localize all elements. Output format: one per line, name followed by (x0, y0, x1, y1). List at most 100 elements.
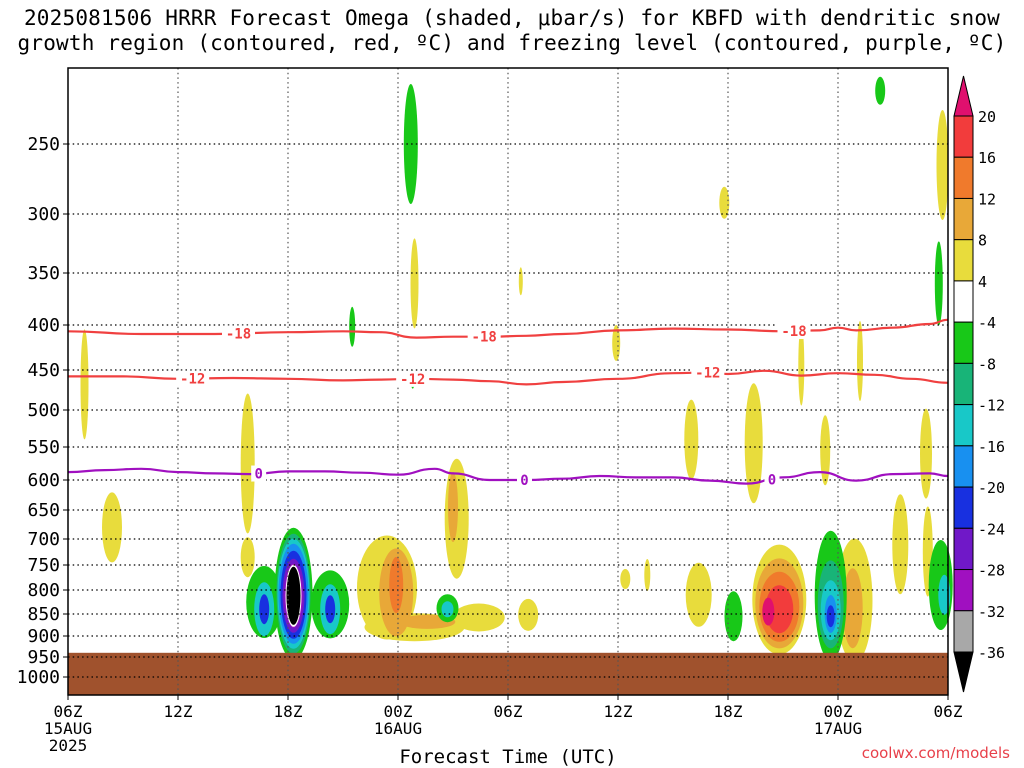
y-tick-label: 300 (27, 204, 60, 225)
colorbar-label: -4 (978, 314, 996, 332)
contour-label: -18 (226, 326, 251, 342)
y-tick-label: 900 (27, 626, 60, 647)
credit-text: coolwx.com/models (861, 744, 1010, 762)
omega-shade-region (240, 393, 255, 534)
colorbar-label: -8 (978, 355, 996, 373)
colorbar-swatch (953, 197, 974, 241)
y-tick-label: 700 (27, 529, 60, 550)
x-tick-label: 06Z (934, 702, 963, 721)
omega-shade-region (934, 241, 943, 326)
contour-line (68, 369, 949, 386)
y-tick-label: 550 (27, 437, 60, 458)
omega-shade-region (842, 568, 863, 649)
y-tick-label: 450 (27, 360, 60, 381)
x-tick-label: 18Z (274, 702, 303, 721)
colorbar: 20 16 12 8 4 -4 -8 -12 -16 -20 -24 -28 -32 -36 (953, 75, 1005, 693)
omega-shade-region (892, 494, 909, 595)
contour-label-background (222, 325, 255, 342)
y-tick-label: 800 (27, 580, 60, 601)
contour-lines: -18 -18 -18 -12 -12 -12 0 0 0 (67, 318, 949, 489)
x-tick-date-label: 17AUG (814, 719, 862, 738)
colorbar-swatch (953, 156, 974, 199)
y-tick-label: 400 (27, 315, 60, 336)
colorbar-swatch (953, 610, 974, 653)
colorbar-label: 12 (978, 190, 996, 208)
y-tick-label: 500 (27, 400, 60, 421)
y-tick-label: 850 (27, 604, 60, 625)
x-tick-label: 18Z (714, 702, 743, 721)
surface-fill (68, 652, 948, 695)
omega-shade-region (820, 415, 831, 486)
x-tick-label: 00Z (384, 702, 413, 721)
y-tick-label: 950 (27, 647, 60, 668)
omega-shade-region (286, 566, 301, 625)
omega-shade-region (684, 399, 699, 480)
colorbar-swatch (953, 280, 974, 323)
colorbar-label: -28 (978, 562, 1005, 580)
omega-shade-region (518, 267, 523, 296)
contour-label-background (396, 370, 430, 387)
contour-label: -12 (695, 365, 720, 381)
omega-shade-region (798, 325, 805, 406)
x-tick-year-label: 2025 (49, 736, 88, 755)
plot-area: -18 -18 -18 -12 -12 -12 0 0 0 (67, 67, 953, 696)
contour-line (67, 467, 949, 485)
omega-shade-region (441, 601, 454, 618)
chart-title: 2025081506 HRRR Forecast Omega (shaded, … (0, 6, 1024, 56)
omega-shade-region (452, 603, 505, 632)
colorbar-top-arrow (953, 75, 974, 117)
contour-label: 0 (520, 473, 528, 489)
omega-shade-region (857, 321, 863, 401)
y-tick-label: 600 (27, 470, 60, 491)
omega-shade-region (448, 472, 458, 542)
omega-shade-region (259, 594, 270, 625)
omega-shading (80, 76, 953, 663)
colorbar-bottom-arrow (953, 651, 974, 693)
omega-shade-region (744, 383, 763, 504)
x-tick-label: 06Z (494, 702, 523, 721)
x-tick-label: 00Z (824, 702, 853, 721)
colorbar-label: -16 (978, 438, 1005, 456)
colorbar-swatch (953, 569, 974, 612)
contour-label: -12 (400, 372, 425, 388)
omega-shade-region (240, 537, 255, 578)
colorbar-label: -20 (978, 479, 1005, 497)
omega-shade-region (80, 329, 89, 440)
omega-shade-region (762, 597, 775, 626)
omega-shade-region (612, 325, 621, 361)
omega-shade-region (920, 408, 932, 499)
grid-lines (68, 68, 948, 695)
omega-shade-region (518, 598, 539, 631)
colorbar-label: 20 (978, 108, 996, 126)
omega-shade-region (410, 238, 419, 329)
omega-shade-region (719, 186, 730, 219)
contour-label-background (777, 323, 811, 340)
x-tick-label: 06Z (54, 702, 83, 721)
contour-label: -18 (781, 324, 806, 340)
omega-shade-region (403, 84, 418, 204)
contour-label-background (517, 472, 532, 488)
colorbar-label: -24 (978, 520, 1005, 538)
contour-line (67, 318, 949, 339)
contour-label: -18 (472, 330, 497, 346)
colorbar-swatch (953, 239, 974, 282)
omega-shade-region (644, 559, 651, 591)
colorbar-label: 8 (978, 232, 987, 250)
omega-shade-region (349, 306, 356, 347)
contour-label: -12 (180, 372, 205, 388)
contour-label: 0 (254, 467, 262, 483)
contour-label-background (467, 328, 501, 345)
omega-shade-region (102, 492, 122, 563)
colorbar-swatch (953, 115, 974, 158)
contour-label-background (691, 364, 725, 381)
colorbar-label: 16 (978, 149, 996, 167)
colorbar-swatch (953, 445, 974, 488)
omega-shade-region (389, 557, 404, 613)
colorbar-label: -32 (978, 603, 1005, 621)
omega-shade-region (620, 569, 631, 589)
omega-shade-region (875, 76, 886, 105)
colorbar-swatch (953, 321, 974, 364)
x-tick-date-label: 15AUG (44, 719, 92, 738)
y-tick-label: 250 (27, 134, 60, 155)
